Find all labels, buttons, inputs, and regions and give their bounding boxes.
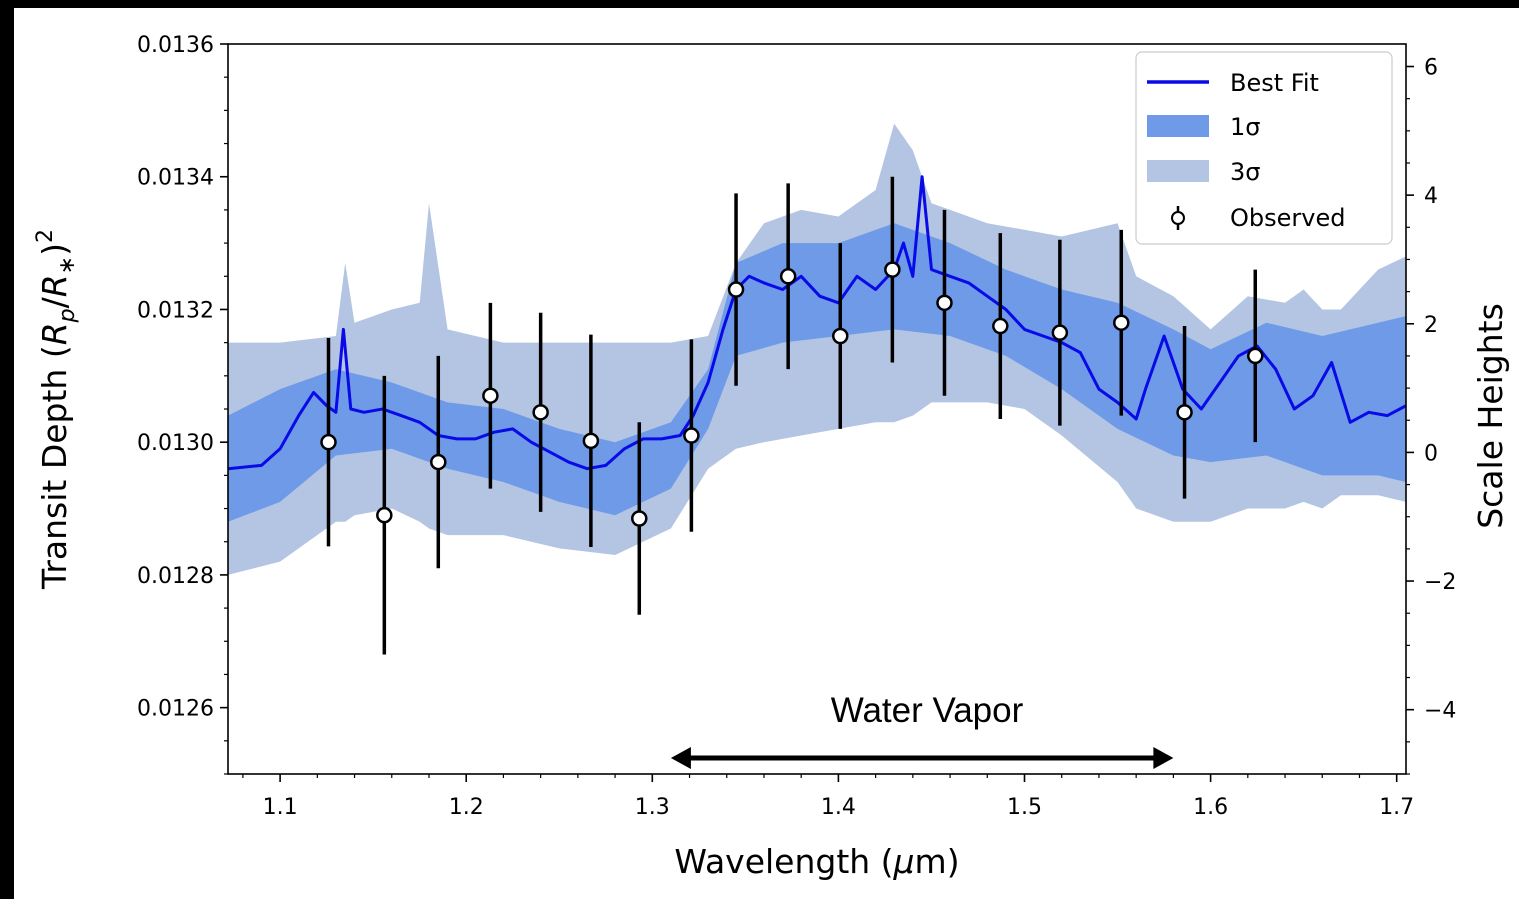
observed-point (779, 268, 797, 285)
best-fit-series (228, 175, 1406, 471)
observed-point (582, 432, 600, 450)
y-tick-label: 0.0128 (137, 564, 214, 589)
water-vapor-label: Water Vapor (831, 691, 1024, 730)
x-axis-title: Wavelength (μm) (674, 842, 959, 881)
arrow-head-right-icon (1153, 747, 1174, 769)
observed-point (992, 317, 1009, 335)
y-right-tick-label: 2 (1424, 313, 1438, 338)
best-fit-line (228, 175, 1406, 471)
legend-best-fit-label: Best Fit (1230, 69, 1319, 97)
transmission-spectrum-chart: 1.1 1.2 1.3 1.4 1.5 1.6 1.7 0.0126 0.0128 0.0130 0… (33, 33, 1510, 881)
x-tick-label: 1.3 (635, 795, 670, 820)
observed-point (884, 261, 901, 278)
observed-series (320, 176, 1264, 655)
y-right-tick-label: −2 (1424, 570, 1456, 595)
legend-box (1135, 51, 1393, 245)
legend-observed-label: Observed (1230, 204, 1345, 232)
legend-one-sigma-swatch (1147, 115, 1209, 137)
x-tick-label: 1.2 (449, 795, 484, 820)
one-sigma-band (228, 223, 1406, 522)
observed-point (1176, 404, 1193, 421)
observed-point (936, 294, 953, 312)
x-tick-label: 1.5 (1007, 795, 1042, 820)
observed-point (1051, 324, 1069, 341)
observed-point (376, 506, 393, 524)
observed-point (430, 453, 447, 471)
legend-observed-marker-icon (1171, 211, 1185, 225)
y-right-tick-label: −4 (1424, 699, 1456, 724)
y-right-tick-label: 4 (1424, 184, 1438, 209)
y-tick-label: 0.0136 (137, 33, 214, 58)
y-axis-title: Transit Depth (Rp/R∗)2 (33, 229, 80, 590)
y-right-tick-label: 6 (1424, 56, 1438, 81)
legend-one-sigma-label: 1σ (1230, 113, 1260, 141)
y-tick-label: 0.0132 (137, 298, 214, 323)
x-tick-label: 1.1 (263, 795, 298, 820)
y-right-tick-label: 0 (1424, 441, 1438, 466)
legend: Best Fit 1σ 3σ Observed (1135, 51, 1393, 245)
observed-point (1113, 314, 1130, 331)
uncertainty-bands (228, 123, 1406, 575)
x-tick-label: 1.7 (1379, 795, 1414, 820)
observed-point (832, 327, 849, 345)
arrow-head-left-icon (670, 747, 691, 769)
observed-point (532, 404, 549, 421)
y-tick-label: 0.0130 (137, 431, 214, 456)
observed-point (727, 281, 745, 298)
observed-point (1247, 347, 1264, 365)
water-vapor-annotation: Water Vapor (670, 691, 1174, 769)
observed-point (683, 427, 700, 444)
observed-point (320, 433, 337, 451)
legend-three-sigma-swatch (1147, 160, 1209, 182)
y-tick-label: 0.0134 (137, 166, 214, 191)
observed-point (631, 510, 648, 527)
x-tick-label: 1.6 (1193, 795, 1228, 820)
y-right-axis-title: Scale Heights (1471, 303, 1510, 529)
observed-point (482, 387, 499, 404)
axes: 1.1 1.2 1.3 1.4 1.5 1.6 1.7 0.0126 0.0128 0.0130 0… (137, 33, 1456, 820)
x-tick-label: 1.4 (821, 795, 856, 820)
chart-figure: 1.1 1.2 1.3 1.4 1.5 1.6 1.7 0.0126 0.0128 0.0130 0… (14, 8, 1519, 899)
legend-three-sigma-label: 3σ (1230, 158, 1260, 186)
y-tick-label: 0.0126 (137, 697, 214, 722)
